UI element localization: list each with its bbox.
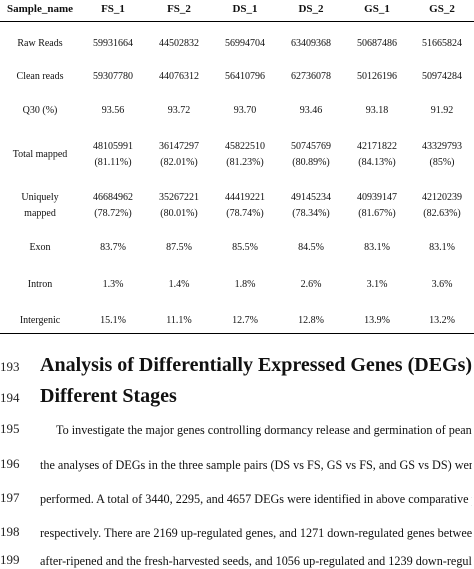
- line-number: 197: [0, 490, 20, 505]
- table-cell: 83.1%: [429, 242, 455, 253]
- table-cell: 51665824: [422, 38, 462, 49]
- row-label: Raw Reads: [17, 38, 63, 49]
- table-cell: 56994704: [225, 38, 265, 49]
- table-cell: 45822510: [225, 141, 265, 152]
- row-label: Exon: [29, 242, 51, 253]
- line-number: 198: [0, 524, 20, 539]
- table-cell: 44419221: [225, 192, 265, 203]
- table-cell-percent: (78.74%): [226, 208, 264, 219]
- table-cell: 49145234: [291, 192, 331, 203]
- table-cell: 63409368: [291, 38, 331, 49]
- table-cell: 93.18: [365, 105, 389, 116]
- table-cell: 50974284: [422, 71, 462, 82]
- table-bottom-rule: [0, 333, 474, 334]
- table-cell: 12.7%: [232, 315, 258, 326]
- table-cell: 46684962: [93, 192, 133, 203]
- line-number: 194: [0, 390, 20, 405]
- header-sample-name: Sample_name: [7, 3, 73, 15]
- row-label: Q30 (%): [22, 105, 58, 116]
- table-cell: 84.5%: [298, 242, 324, 253]
- table-row: Total mapped 48105991 36147297 45822510 …: [0, 140, 474, 170]
- table-cell-percent: (85%): [429, 157, 455, 168]
- table-cell: 87.5%: [166, 242, 192, 253]
- header-ds1: DS_1: [232, 3, 258, 15]
- table-cell: 11.1%: [166, 315, 192, 326]
- row-label: Uniquely: [21, 192, 59, 203]
- paragraph-line: performed. A total of 3440, 2295, and 46…: [40, 492, 472, 506]
- line-number: 199: [0, 552, 20, 567]
- header-fs2: FS_2: [167, 3, 191, 15]
- table-cell: 1.3%: [102, 279, 124, 290]
- table-cell: 50126196: [357, 71, 397, 82]
- table-cell: 13.2%: [429, 315, 455, 326]
- table-cell-percent: (81.11%): [94, 157, 132, 168]
- table-cell: 15.1%: [100, 315, 126, 326]
- table-cell: 93.46: [299, 105, 323, 116]
- table-cell-percent: (81.67%): [358, 208, 396, 219]
- table-cell: 3.6%: [431, 279, 453, 290]
- table-cell-percent: (78.72%): [94, 208, 132, 219]
- table-cell-percent: (78.34%): [292, 208, 330, 219]
- row-label: Clean reads: [16, 71, 64, 82]
- section-heading: Analysis of Differentially Expressed Gen…: [40, 354, 474, 376]
- paragraph-line: the analyses of DEGs in the three sample…: [40, 458, 472, 472]
- row-label: Intergenic: [19, 315, 61, 326]
- table-cell: 3.1%: [366, 279, 388, 290]
- table-cell: 1.4%: [168, 279, 190, 290]
- line-number: 195: [0, 421, 20, 436]
- table-cell: 56410796: [225, 71, 265, 82]
- paragraph-line: To investigate the major genes controlli…: [56, 423, 472, 437]
- table-cell: 40939147: [357, 192, 397, 203]
- table-cell: 91.92: [430, 105, 454, 116]
- table-cell: 83.1%: [364, 242, 390, 253]
- table-cell: 93.56: [101, 105, 125, 116]
- line-number: 193: [0, 359, 20, 374]
- table-cell-percent: (84.13%): [358, 157, 396, 168]
- table-cell: 42120239: [422, 192, 462, 203]
- table-cell: 13.9%: [364, 315, 390, 326]
- table-cell: 50745769: [291, 141, 331, 152]
- table-cell: 44076312: [159, 71, 199, 82]
- table-cell: 12.8%: [298, 315, 324, 326]
- table-cell: 42171822: [357, 141, 397, 152]
- table-cell: 1.8%: [234, 279, 256, 290]
- table-cell: 2.6%: [300, 279, 322, 290]
- table-cell: 59307780: [93, 71, 133, 82]
- table-cell: 59931664: [93, 38, 133, 49]
- table-cell: 85.5%: [232, 242, 258, 253]
- section-heading-continued: Different Stages: [40, 385, 177, 407]
- table-cell-percent: (82.63%): [423, 208, 461, 219]
- table-row: Uniquely mapped 46684962 35267221 444192…: [0, 191, 474, 221]
- paragraph-line: respectively. There are 2169 up-regulate…: [40, 526, 472, 540]
- line-number: 196: [0, 456, 20, 471]
- table-cell: 93.72: [167, 105, 191, 116]
- table-cell: 48105991: [93, 141, 133, 152]
- table-cell-percent: (80.89%): [292, 157, 330, 168]
- row-label-continued: mapped: [24, 208, 56, 219]
- table-header-rule: [0, 21, 474, 22]
- table-cell-percent: (80.01%): [160, 208, 198, 219]
- table-cell: 83.7%: [100, 242, 126, 253]
- table-cell: 93.70: [233, 105, 257, 116]
- table-cell-percent: (82.01%): [160, 157, 198, 168]
- table-cell: 50687486: [357, 38, 397, 49]
- table-cell: 35267221: [159, 192, 199, 203]
- header-gs2: GS_2: [429, 3, 455, 15]
- table-cell: 36147297: [159, 141, 199, 152]
- header-gs1: GS_1: [364, 3, 390, 15]
- table-cell: 44502832: [159, 38, 199, 49]
- row-label: Intron: [27, 279, 53, 290]
- header-fs1: FS_1: [101, 3, 125, 15]
- table-cell-percent: (81.23%): [226, 157, 264, 168]
- table-cell: 62736078: [291, 71, 331, 82]
- header-ds2: DS_2: [298, 3, 324, 15]
- paragraph-line: after-ripened and the fresh-harvested se…: [40, 554, 472, 568]
- table-cell: 43329793: [422, 141, 462, 152]
- row-label: Total mapped: [12, 149, 68, 160]
